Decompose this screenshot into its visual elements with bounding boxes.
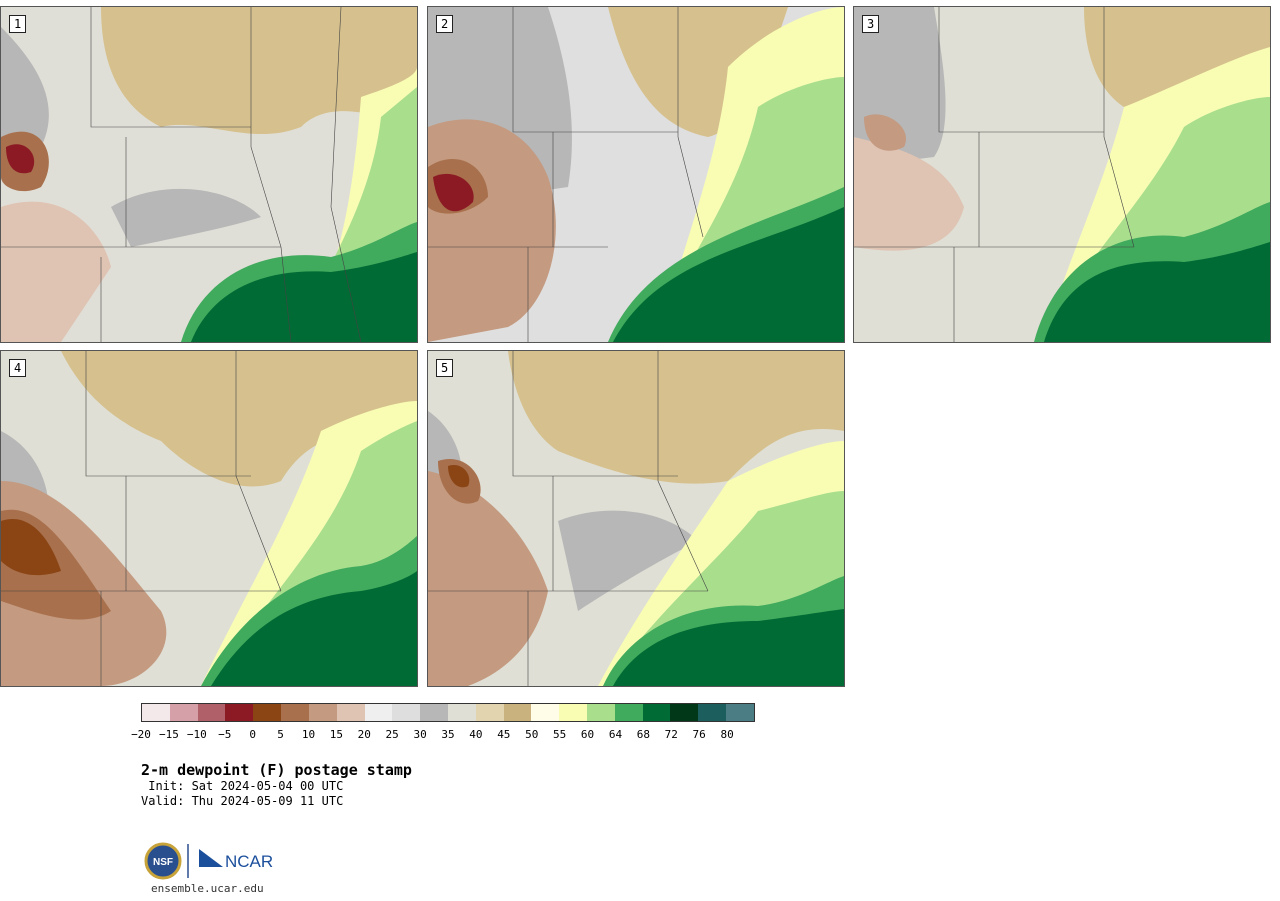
colorbar-tick-label: 40 bbox=[469, 728, 483, 741]
colorbar-tick-label: 30 bbox=[413, 728, 427, 741]
colorbar-tick-label: 0 bbox=[249, 728, 256, 741]
colorbar-tick-label: −20 bbox=[131, 728, 151, 741]
colorbar-tick-label: 35 bbox=[441, 728, 455, 741]
valid-time: Valid: Thu 2024-05-09 11 UTC bbox=[141, 794, 344, 808]
plot-title: 2-m dewpoint (F) postage stamp bbox=[141, 761, 412, 779]
ensemble-member-panel-4: 4 bbox=[0, 350, 418, 687]
colorbar-tick-labels: −20 −15 −10 −5 0 5 10 15 20 25 30 35 40 45 50 55 60 64 68 7… bbox=[131, 728, 755, 742]
colorbar-swatch bbox=[197, 704, 226, 721]
colorbar-tick-label: 68 bbox=[636, 728, 650, 741]
colorbar-swatch bbox=[225, 704, 254, 721]
colorbar-swatch bbox=[447, 704, 476, 721]
site-url: ensemble.ucar.edu bbox=[151, 882, 264, 895]
colorbar-tick-label: 60 bbox=[580, 728, 595, 741]
colorbar-tick-label: −10 bbox=[186, 728, 207, 741]
panel-label: 2 bbox=[436, 15, 454, 33]
colorbar-swatch bbox=[559, 704, 587, 721]
colorbar-swatch bbox=[587, 704, 615, 721]
colorbar-tick-label: 76 bbox=[692, 728, 706, 741]
dewpoint-map bbox=[428, 7, 844, 342]
colorbar-swatch bbox=[281, 704, 309, 721]
colorbar-swatch bbox=[392, 704, 421, 721]
ensemble-member-panel-1: 1 bbox=[0, 6, 418, 343]
dewpoint-map bbox=[1, 351, 417, 686]
colorbar-tick-label: 15 bbox=[329, 728, 343, 741]
nsf-logo-text: NSF bbox=[153, 857, 173, 868]
colorbar-swatch bbox=[698, 704, 727, 721]
nsf-ncar-logo: NSF NCAR bbox=[144, 842, 273, 880]
ncar-logo-text: NCAR bbox=[225, 852, 273, 871]
colorbar-tick-label: −15 bbox=[158, 728, 179, 741]
colorbar-tick-label: 25 bbox=[385, 728, 399, 741]
colorbar-tick-label: 10 bbox=[301, 728, 316, 741]
colorbar-tick-label: 72 bbox=[664, 728, 678, 741]
colorbar-swatch bbox=[142, 704, 170, 721]
colorbar-tick-label: 80 bbox=[720, 728, 734, 741]
dewpoint-map bbox=[1, 7, 417, 342]
colorbar-swatch bbox=[308, 704, 337, 721]
colorbar-swatch bbox=[475, 704, 504, 721]
colorbar-swatch bbox=[614, 704, 643, 721]
ensemble-member-panel-5: 5 bbox=[427, 350, 845, 687]
colorbar-tick-label: 55 bbox=[553, 728, 567, 741]
colorbar-swatch bbox=[670, 704, 699, 721]
ensemble-member-panel-3: 3 bbox=[853, 6, 1271, 343]
colorbar-swatch bbox=[364, 704, 393, 721]
colorbar-tick-label: 50 bbox=[525, 728, 539, 741]
dewpoint-colorbar bbox=[141, 703, 755, 722]
colorbar-swatch bbox=[642, 704, 671, 721]
panel-label: 5 bbox=[436, 359, 454, 377]
colorbar-swatch bbox=[503, 704, 532, 721]
panel-label: 3 bbox=[862, 15, 880, 33]
colorbar-swatch bbox=[169, 704, 198, 721]
colorbar-swatch bbox=[253, 704, 282, 721]
panel-label: 1 bbox=[9, 15, 27, 33]
colorbar-tick-label: −5 bbox=[218, 728, 232, 741]
panel-label: 4 bbox=[9, 359, 27, 377]
dewpoint-map bbox=[854, 7, 1270, 342]
colorbar-swatch bbox=[531, 704, 560, 721]
colorbar-swatch bbox=[336, 704, 365, 721]
colorbar-tick-label: 5 bbox=[277, 728, 284, 741]
dewpoint-map bbox=[428, 351, 844, 686]
colorbar-tick-label: 20 bbox=[357, 728, 371, 741]
colorbar-swatch bbox=[420, 704, 448, 721]
ensemble-member-panel-2: 2 bbox=[427, 6, 845, 343]
colorbar-tick-label: 64 bbox=[608, 728, 623, 741]
colorbar-tick-label: 45 bbox=[497, 728, 511, 741]
init-time: Init: Sat 2024-05-04 00 UTC bbox=[141, 779, 344, 793]
colorbar-swatch bbox=[726, 704, 754, 721]
